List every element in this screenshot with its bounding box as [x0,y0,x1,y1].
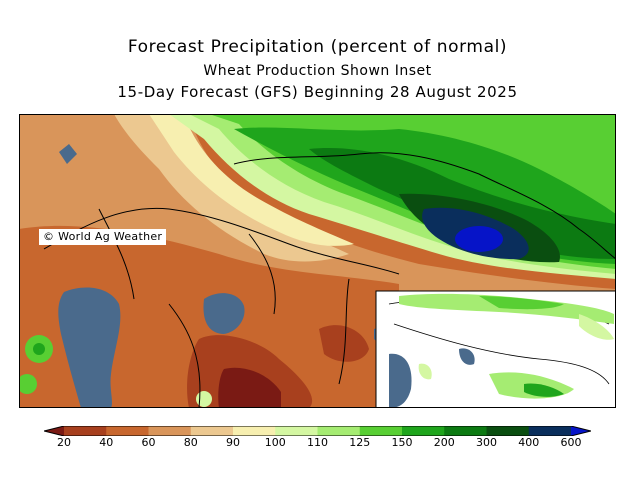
legend-label: 150 [391,436,413,449]
legend-label: 200 [433,436,455,449]
legend-colorbar [44,426,591,436]
legend-swatch [64,426,107,436]
east-border-line [248,233,276,315]
caspian-sea [58,287,121,408]
legend-label: 20 [57,436,71,449]
legend-label: 125 [349,436,371,449]
northern-border-line [233,152,616,260]
legend-swatch [148,426,192,436]
legend-label: 300 [476,436,497,449]
legend-swatch [402,426,445,436]
map-canvas [19,114,616,408]
inset-wheat-south-core [524,383,564,397]
map-credit: © World Ag Weather [39,229,167,245]
normal-band [149,114,354,246]
legend-label: 40 [99,436,114,449]
inset-aral [459,348,475,365]
legend-label: 80 [183,436,198,449]
title-line-3: 15-Day Forecast (GFS) Beginning 28 Augus… [117,83,518,101]
near-normal-band [114,114,349,262]
legend-swatch [528,426,572,436]
legend-swatch [190,426,234,436]
legend-label: 400 [518,436,540,449]
western-border-line [98,208,135,300]
wheat-inset [375,290,616,408]
inset-wheat-west [418,363,432,380]
legend-swatch [359,426,403,436]
legend-label: 600 [560,436,582,449]
precipitation-map: © World Ag Weather [19,114,616,408]
title-line-1: Forecast Precipitation (percent of norma… [127,37,508,57]
legend-swatch [275,426,318,436]
inset-wheat-north [399,293,614,324]
legend-swatch [106,426,149,436]
legend-label: 60 [141,436,156,449]
legend-label: 100 [264,436,286,449]
driest-patch [218,367,281,408]
dry-patch-east [319,325,369,362]
legend-swatch [486,426,530,436]
small-lake [59,144,77,164]
legend-labels: 20 40 60 80 90 100 110 125 150 200 300 400 600 [0,436,635,452]
inset-caspian [389,353,412,408]
wet-pocket-south [196,391,212,407]
wettest-core [455,226,503,252]
legend-swatch [444,426,487,436]
wet-pocket-southwest [19,374,37,394]
legend-label: 90 [226,436,240,449]
aral-sea [203,293,245,334]
inset-wheat-north-core [479,296,564,310]
legend-swatch [44,426,64,436]
central-border-line [43,207,400,275]
legend-label: 110 [307,436,328,449]
wet-pocket-west-core [33,343,45,355]
legend-swatch [233,426,276,436]
legend-swatch [317,426,361,436]
southern-border-line [168,303,201,408]
inset-border-south [393,323,610,385]
south-east-border-line [338,278,350,385]
inset-wheat-east [579,314,614,340]
title-line-2: Wheat Production Shown Inset [203,63,432,79]
legend-swatch [571,426,591,436]
